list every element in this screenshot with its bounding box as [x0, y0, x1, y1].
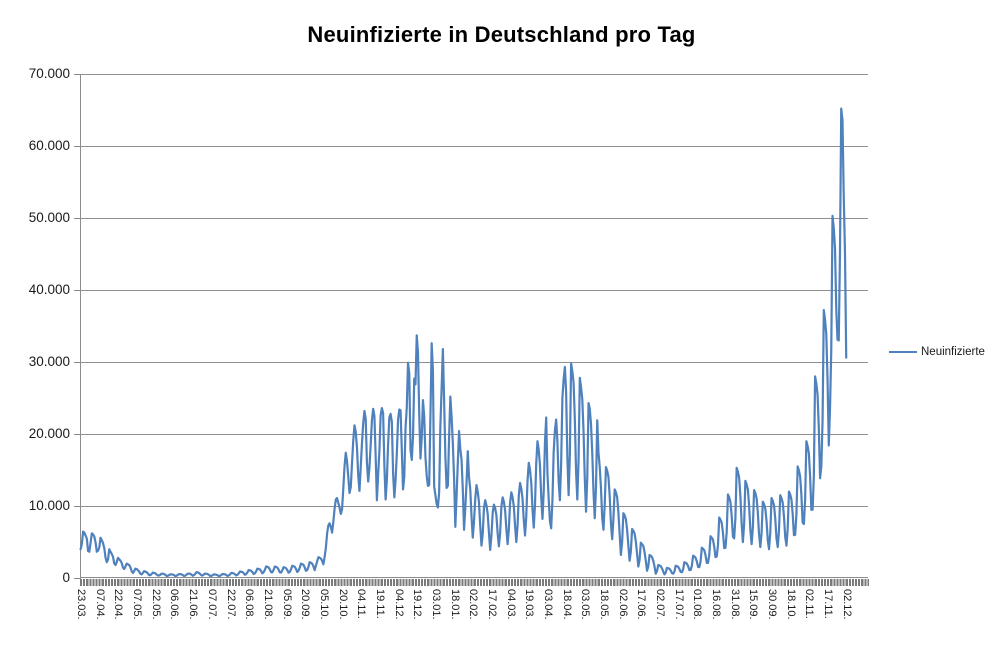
x-axis-label: 16.08.: [710, 589, 722, 620]
x-axis-label: 06.06.: [168, 589, 181, 620]
x-axis-label: 07.05.: [131, 589, 144, 620]
x-axis-label: 20.09.: [299, 589, 312, 620]
x-axis-label: 18.01.: [448, 589, 461, 620]
y-axis-label: 60.000: [28, 138, 70, 153]
x-axis-label: 02.12.: [840, 589, 853, 620]
x-axis-label: 03.05.: [579, 589, 592, 620]
x-axis-label: 17.11.: [822, 589, 835, 619]
x-axis-label: 30.09.: [766, 589, 779, 620]
x-axis-label: 03.04.: [541, 589, 554, 620]
y-axis-tick: [74, 290, 80, 291]
x-axis-label: 18.04.: [560, 589, 573, 620]
y-axis-label: 70.000: [28, 66, 70, 81]
x-axis-label: 18.10.: [784, 589, 797, 620]
x-axis-label: 18.05.: [597, 589, 610, 620]
x-axis-label: 17.07.: [672, 589, 685, 620]
x-axis-tick-strip: [80, 579, 869, 586]
x-axis-label: 03.01.: [429, 589, 442, 620]
y-axis-label: 30.000: [28, 354, 70, 369]
x-axis-label: 06.08.: [243, 589, 256, 620]
x-axis-label: 02.11.: [803, 589, 816, 619]
x-axis-label: 07.07.: [205, 589, 218, 620]
x-axis-label: 20.10.: [336, 589, 349, 620]
x-axis-label: 21.06.: [187, 589, 200, 620]
x-axis-label: 19.12.: [411, 589, 424, 620]
x-axis-label: 17.06.: [635, 589, 648, 620]
x-axis-label: 05.10.: [317, 589, 330, 620]
x-axis-label: 21.08.: [261, 589, 274, 620]
x-axis-label: 19.03.: [523, 589, 536, 620]
y-axis-label: 40.000: [28, 282, 70, 297]
x-axis-label: 02.02.: [467, 589, 480, 620]
legend: Neuinfizierte: [889, 344, 985, 360]
chart-plot-svg: [79, 74, 868, 578]
x-axis-label: 04.11.: [355, 589, 368, 619]
legend-line-swatch: [889, 351, 917, 353]
x-axis-label: 17.02.: [485, 589, 498, 620]
x-axis-label: 07.04.: [93, 589, 106, 620]
y-axis-tick: [74, 362, 80, 363]
y-axis-label: 0: [62, 570, 70, 585]
x-axis-label: 15.09.: [747, 589, 760, 620]
x-axis-label: 19.11.: [373, 589, 386, 619]
y-axis-label: 50.000: [28, 210, 70, 225]
x-axis-label: 22.04.: [112, 589, 125, 620]
x-axis-label: 04.03.: [504, 589, 517, 620]
plot-area: [79, 74, 868, 578]
x-axis-label: 02.07.: [653, 589, 666, 620]
x-axis-label: 02.06.: [616, 589, 629, 620]
y-axis-label: 10.000: [28, 498, 70, 513]
legend-series-label: Neuinfizierte: [921, 346, 985, 358]
y-axis-tick: [74, 578, 80, 579]
chart-title: Neuinfizierte in Deutschland pro Tag: [307, 22, 696, 47]
y-axis-tick: [74, 74, 80, 75]
y-axis-tick: [74, 218, 80, 219]
x-axis-label: 22.05.: [149, 589, 162, 620]
y-axis-tick: [74, 506, 80, 507]
x-axis-label: 23.03.: [75, 589, 88, 620]
x-axis-label: 04.12.: [392, 589, 405, 620]
y-axis-label: 20.000: [28, 426, 70, 441]
x-axis-label: 05.09.: [280, 589, 293, 620]
y-axis-line: [80, 74, 81, 579]
y-axis-tick: [74, 434, 80, 435]
x-axis-label: 31.08.: [728, 589, 741, 620]
series-line-neuinfizierte: [79, 107, 848, 578]
x-axis-label: 01.08.: [691, 589, 704, 620]
x-axis-label: 22.07.: [224, 589, 237, 620]
y-axis-tick: [74, 146, 80, 147]
